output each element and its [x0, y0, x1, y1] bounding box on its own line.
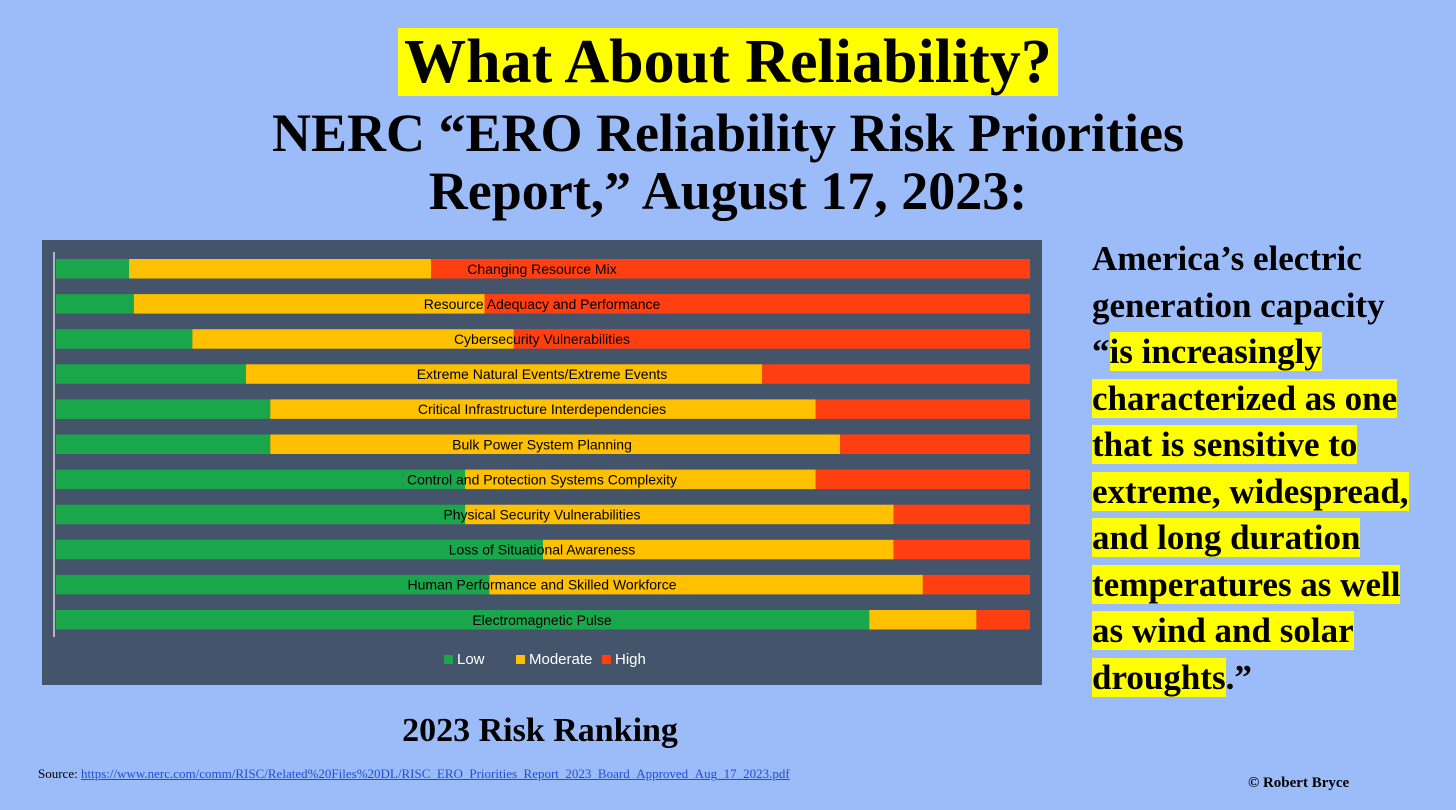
bar-segment-low: [56, 294, 134, 314]
quote-line-text: generation capacity: [1092, 285, 1385, 325]
bar-segment-high: [893, 504, 1030, 525]
bar-label: Electromagnetic Pulse: [472, 612, 612, 628]
bar-segment-low: [56, 329, 193, 349]
quote-line-text: as wind and solar: [1092, 611, 1354, 650]
quote-line: droughts.”: [1092, 655, 1452, 702]
bar-segment-moderate: [270, 434, 841, 454]
subtitle-line-1: NERC “ERO Reliability Risk Priorities: [272, 103, 1184, 163]
source-label: Source:: [38, 766, 81, 781]
bar-segment-moderate: [465, 504, 894, 525]
bar-segment-high: [513, 329, 1030, 349]
subtitle-line-2: Report,” August 17, 2023:: [428, 161, 1028, 221]
bar-segment-moderate: [192, 329, 514, 349]
quote-line: extreme, widespread,: [1092, 469, 1452, 516]
quote-line: characterized as one: [1092, 376, 1452, 423]
quote-line: America’s electric: [1092, 236, 1452, 283]
slide-title: What About Reliability?: [0, 26, 1456, 98]
bar-label: Bulk Power System Planning: [452, 436, 632, 452]
bar-label: Control and Protection Systems Complexit…: [407, 471, 677, 487]
credit-text: © Robert Bryce: [1248, 775, 1350, 791]
quote-line: that is sensitive to: [1092, 422, 1452, 469]
bar-segment-low: [56, 399, 271, 419]
bar-segment-moderate: [245, 364, 763, 384]
bar-segment-high: [762, 364, 1030, 384]
bar-segment-low: [56, 574, 490, 595]
chart-svg: Changing Resource Mix Resource Adequacy a…: [53, 252, 1030, 668]
quote-line-text: is increasingly: [1109, 332, 1322, 371]
bar-segment-low: [56, 610, 870, 630]
bar-segment-low: [56, 434, 271, 454]
bar-segment-moderate: [133, 294, 485, 314]
source-note: Source: https://www.nerc.com/comm/RISC/R…: [38, 766, 790, 782]
bar-segment-low: [56, 364, 246, 384]
bar-segment-moderate: [270, 399, 816, 419]
legend-label-high: High: [615, 651, 646, 668]
bar-segment-moderate: [489, 574, 923, 595]
risk-ranking-chart: Changing Resource Mix Resource Adequacy a…: [42, 240, 1042, 685]
source-link[interactable]: https://www.nerc.com/comm/RISC/Related%2…: [80, 766, 790, 781]
quote-line-text: extreme, widespread,: [1092, 471, 1409, 511]
quote-line: as wind and solar: [1092, 608, 1452, 655]
quote-line-text: temperatures as well: [1092, 564, 1401, 604]
bar-segment-moderate: [465, 469, 816, 490]
bar-segment-high: [976, 610, 1030, 630]
bar-segment-moderate: [543, 539, 894, 560]
quote-line-text: and long duration: [1092, 518, 1361, 557]
quote-open-mark: “: [1092, 332, 1110, 371]
bar-segment-low: [56, 469, 466, 490]
bar-segment-high: [893, 539, 1030, 560]
bar-segment-high: [840, 434, 1030, 454]
bar-label: Changing Resource Mix: [467, 261, 616, 277]
bar-label: Human Performance and Skilled Workforce: [408, 577, 677, 593]
quote-line-text: America’s electric: [1092, 239, 1362, 278]
bar-segment-low: [56, 539, 543, 560]
legend-swatch-low: [444, 655, 453, 664]
legend-label-moderate: Moderate: [529, 651, 592, 668]
legend-swatch-moderate: [516, 655, 525, 664]
bar-segment-high: [484, 294, 1030, 314]
quote-line-text: droughts: [1092, 657, 1226, 697]
bar-segment-low: [56, 259, 130, 279]
bar-segment-high: [430, 259, 1030, 279]
quote-line-text: characterized as one: [1092, 378, 1398, 418]
quote-block: America’s electric generation capacity “is…: [1092, 236, 1452, 701]
quote-line-text: that is sensitive to: [1092, 425, 1358, 464]
quote-line: temperatures as well: [1092, 562, 1452, 609]
chart-caption: 2023 Risk Ranking: [402, 712, 678, 749]
quote-line: “is increasingly: [1092, 329, 1452, 376]
bar-label: Loss of Situational Awareness: [449, 542, 636, 558]
bar-segment-moderate: [869, 610, 977, 630]
title-text: What About Reliability?: [398, 28, 1058, 96]
bar-segment-high: [815, 399, 1030, 419]
bar-label: Extreme Natural Events/Extreme Events: [417, 366, 668, 382]
quote-close-mark: .”: [1225, 657, 1252, 697]
quote-line: generation capacity: [1092, 283, 1452, 330]
legend-swatch-high: [602, 655, 611, 664]
legend-label-low: Low: [457, 651, 485, 668]
bar-label: Resource Adequacy and Performance: [424, 296, 661, 312]
bar-segment-low: [56, 504, 466, 525]
bar-label: Critical Infrastructure Interdependencie…: [418, 401, 666, 417]
bar-label: Physical Security Vulnerabilities: [443, 506, 640, 522]
bar-label: Cybersecurity Vulnerabilities: [454, 331, 630, 347]
quote-line: and long duration: [1092, 515, 1452, 562]
bar-segment-high: [815, 469, 1030, 490]
bar-segment-moderate: [129, 259, 431, 279]
bar-segment-high: [922, 574, 1030, 595]
